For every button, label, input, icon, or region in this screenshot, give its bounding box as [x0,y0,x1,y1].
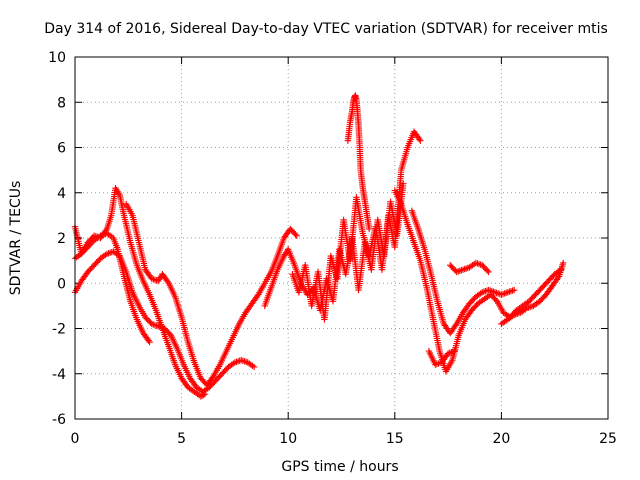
data-point [145,337,152,344]
series-arc1 [71,185,209,400]
y-axis-label: SDTVAR / TECUs [8,181,24,296]
data-point [485,268,492,276]
series-arc4 [122,200,300,389]
data-points [71,92,567,400]
x-tick-label: 25 [599,431,617,447]
data-point [452,322,459,329]
y-tick-label: -2 [52,322,66,338]
series-arc9 [408,207,518,337]
series-arc7 [344,92,373,233]
data-point [554,274,562,282]
data-point [250,363,258,371]
series-arc10 [425,347,458,368]
data-point [197,393,204,400]
series-arc11 [447,259,492,276]
data-point [200,391,207,399]
y-tick-label: 6 [57,141,66,157]
data-point [146,338,153,346]
data-point [416,136,423,143]
y-tick-label: 2 [57,231,66,247]
y-tick-label: 4 [57,186,66,202]
chart-title: Day 314 of 2016, Sidereal Day-to-day VTE… [44,21,608,37]
data-point [292,231,299,238]
x-axis-label: GPS time / hours [281,459,398,475]
data-point [560,259,567,267]
x-tick-label: 5 [177,431,186,447]
data-point [492,296,500,304]
y-tick-label: 0 [57,276,66,292]
y-tick-label: 10 [48,50,66,66]
data-point [484,267,491,274]
data-point [166,330,173,338]
plot-frame [74,56,609,420]
series-arc12 [498,259,567,328]
x-tick-label: 0 [71,431,80,447]
series-arc6 [289,128,424,323]
data-point [199,392,206,399]
x-tick-label: 20 [492,431,510,447]
data-point [510,286,518,294]
y-tick-label: -6 [52,412,66,428]
data-point [293,232,300,239]
series-arc3 [71,248,258,396]
tick-labels: 0 5 10 15 20 25 -6 -4 -2 0 2 4 6 8 10 [48,50,617,447]
data-point [254,292,261,300]
data-point [451,347,458,355]
y-tick-label: -4 [52,367,66,383]
data-point [366,225,373,233]
data-point [209,374,216,381]
data-point [400,180,407,187]
x-tick-label: 10 [279,431,297,447]
x-tick-label: 15 [386,431,404,447]
y-tick-label: 8 [57,95,66,111]
data-point [164,278,171,285]
series-arc8 [391,187,565,375]
data-point [417,137,424,144]
